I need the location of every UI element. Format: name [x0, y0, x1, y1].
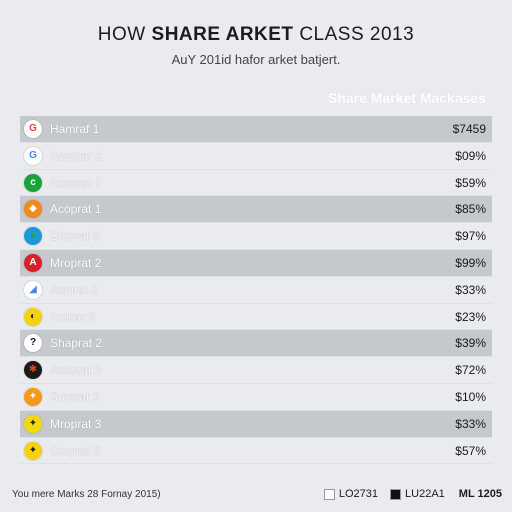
row-value: $85% — [455, 202, 486, 217]
legend-label-1: LO2731 — [338, 488, 379, 500]
row-value: $09% — [455, 148, 486, 163]
row-value: $7459 — [452, 122, 486, 136]
company-logo-icon: G — [24, 120, 42, 138]
legend: LO2731 LU22A1 ML 1205 — [318, 488, 502, 500]
row-name: Hamraf 1 — [50, 122, 100, 136]
legend-item-1: LO2731 — [323, 488, 379, 500]
company-logo-icon: G — [24, 146, 42, 165]
company-logo-icon: ◢ — [24, 280, 42, 299]
legend-swatch-white — [323, 488, 335, 500]
table-row: ✦ Sroprat 3 $10% — [20, 384, 492, 411]
row-name: Acmrat 3 — [50, 282, 99, 297]
footnote: You mere Marks 28 Fornay 2015) — [12, 489, 161, 500]
company-logo-icon: ✦ — [24, 414, 42, 433]
row-name: Sroprat 8 — [50, 229, 100, 244]
row-value: $57% — [455, 443, 486, 458]
title-prefix: HOW — [97, 24, 152, 45]
table-row: ✦ Mroprat 3 $33% — [20, 410, 492, 438]
table-row: ✦ Croprat 5 $57% — [20, 438, 492, 465]
table-row: G Acoprar 1 $09% — [20, 143, 492, 170]
row-name: Shaprat 2 — [50, 336, 103, 351]
row-name: Acoprar 1 — [50, 148, 103, 163]
row-value: $59% — [455, 175, 486, 190]
row-name: Acoprat 3 — [50, 363, 102, 378]
table-row: ◐ Acdrar 3 $23% — [20, 304, 492, 331]
row-name: Croprat 5 — [50, 443, 101, 458]
company-logo-icon: ● — [24, 227, 42, 246]
title-suffix: CLASS 2013 — [293, 24, 415, 45]
table-row: ? Shaprat 2 $39% — [20, 330, 492, 358]
legend-item-2: LU22A1 — [390, 488, 445, 500]
row-value: $10% — [455, 389, 486, 404]
row-value: $23% — [455, 309, 486, 324]
row-name: Acdrar 3 — [50, 309, 96, 324]
company-logo-icon: ✦ — [24, 441, 42, 460]
table-row: ◢ Acmrat 3 $33% — [20, 277, 492, 304]
company-logo-icon: ✱ — [24, 361, 42, 380]
table-row: c Acoprat 1 $59% — [20, 170, 492, 197]
company-logo-icon: ✦ — [24, 387, 42, 406]
row-value: $33% — [455, 416, 486, 431]
row-name: Acoprat 1 — [50, 175, 102, 190]
page-title: HOW SHARE ARKET CLASS 2013 — [0, 24, 512, 46]
legend-extra: ML 1205 — [458, 488, 502, 500]
row-name: Mroprat 2 — [50, 255, 102, 270]
market-table: G Hamraf 1 $7459 G Acoprar 1 $09% c Acoprat 1 $5… — [20, 116, 492, 465]
table-header: Share Market Mackases — [328, 90, 486, 106]
row-value: $72% — [455, 363, 486, 378]
row-value: $97% — [455, 229, 486, 244]
table-row: ● Sroprat 8 $97% — [20, 223, 492, 250]
row-value: $33% — [455, 282, 486, 297]
legend-swatch-black — [390, 488, 402, 500]
row-value: $99% — [455, 255, 486, 270]
company-logo-icon: A — [24, 253, 42, 272]
row-name: Mroprat 3 — [50, 416, 102, 431]
title-bold: SHARE ARKET — [151, 24, 294, 45]
row-name: Acoprat 1 — [50, 202, 102, 217]
table-row: G Hamraf 1 $7459 — [20, 116, 492, 143]
page-subtitle: AuY 201id hafor arket batjert. — [171, 52, 341, 67]
company-logo-icon: ? — [24, 334, 42, 353]
company-logo-icon: ◆ — [24, 200, 42, 219]
table-row: ◆ Acoprat 1 $85% — [20, 196, 492, 224]
legend-label-2: LU22A1 — [405, 488, 445, 500]
company-logo-icon: c — [24, 173, 42, 192]
row-name: Sroprat 3 — [50, 389, 100, 404]
table-row: ✱ Acoprat 3 $72% — [20, 357, 492, 384]
company-logo-icon: ◐ — [24, 307, 42, 326]
row-value: $39% — [455, 336, 486, 351]
table-row: A Mroprat 2 $99% — [20, 249, 492, 277]
